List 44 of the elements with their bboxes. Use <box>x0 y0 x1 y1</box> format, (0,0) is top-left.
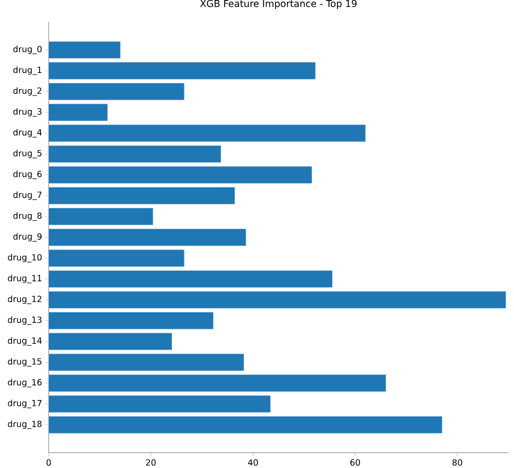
y-tick-label: drug_11 <box>8 274 42 284</box>
bar <box>48 62 316 80</box>
bar <box>48 208 154 226</box>
bar <box>48 187 235 204</box>
y-tick-label: drug_13 <box>8 316 42 325</box>
bar <box>48 312 214 330</box>
y-tick-label: drug_5 <box>13 150 42 158</box>
bar <box>48 41 120 58</box>
bar <box>48 270 332 288</box>
bar <box>48 332 172 350</box>
y-tick-label: drug_2 <box>13 87 42 96</box>
x-tick-label: 20 <box>146 459 156 466</box>
bar <box>48 374 386 392</box>
y-tick-label: drug_0 <box>13 46 42 54</box>
y-tick-label: drug_6 <box>13 170 42 180</box>
bar <box>48 146 222 163</box>
y-tick-label: drug_7 <box>13 191 42 200</box>
y-tick-label: drug_8 <box>13 212 42 221</box>
bar <box>48 250 184 267</box>
y-tick-label: drug_18 <box>8 420 42 430</box>
x-tick-label: 40 <box>248 459 258 466</box>
bar <box>48 104 108 121</box>
bar <box>48 354 244 371</box>
y-tick-label: drug_12 <box>8 296 42 304</box>
chart-title: XGB Feature Importance - Top 19 <box>200 0 357 9</box>
bar <box>48 166 312 184</box>
bar <box>48 83 184 100</box>
bar <box>48 395 271 412</box>
y-tick-label: drug_15 <box>8 358 42 367</box>
y-tick-label: drug_3 <box>13 108 42 117</box>
y-tick-label: drug_17 <box>8 400 42 408</box>
x-tick-label: 60 <box>350 459 360 466</box>
bar <box>48 291 506 308</box>
y-tick-label: drug_1 <box>13 66 42 75</box>
x-tick-label: 0 <box>46 459 51 466</box>
y-tick-label: drug_10 <box>8 254 42 262</box>
bar <box>48 228 246 246</box>
bar <box>48 416 442 434</box>
y-tick-label: drug_16 <box>8 378 42 388</box>
y-tick-label: drug_9 <box>13 233 42 242</box>
bar <box>48 124 366 142</box>
y-tick-label: drug_14 <box>8 337 42 346</box>
x-tick-label: 80 <box>452 459 462 466</box>
y-tick-label: drug_4 <box>13 128 42 138</box>
